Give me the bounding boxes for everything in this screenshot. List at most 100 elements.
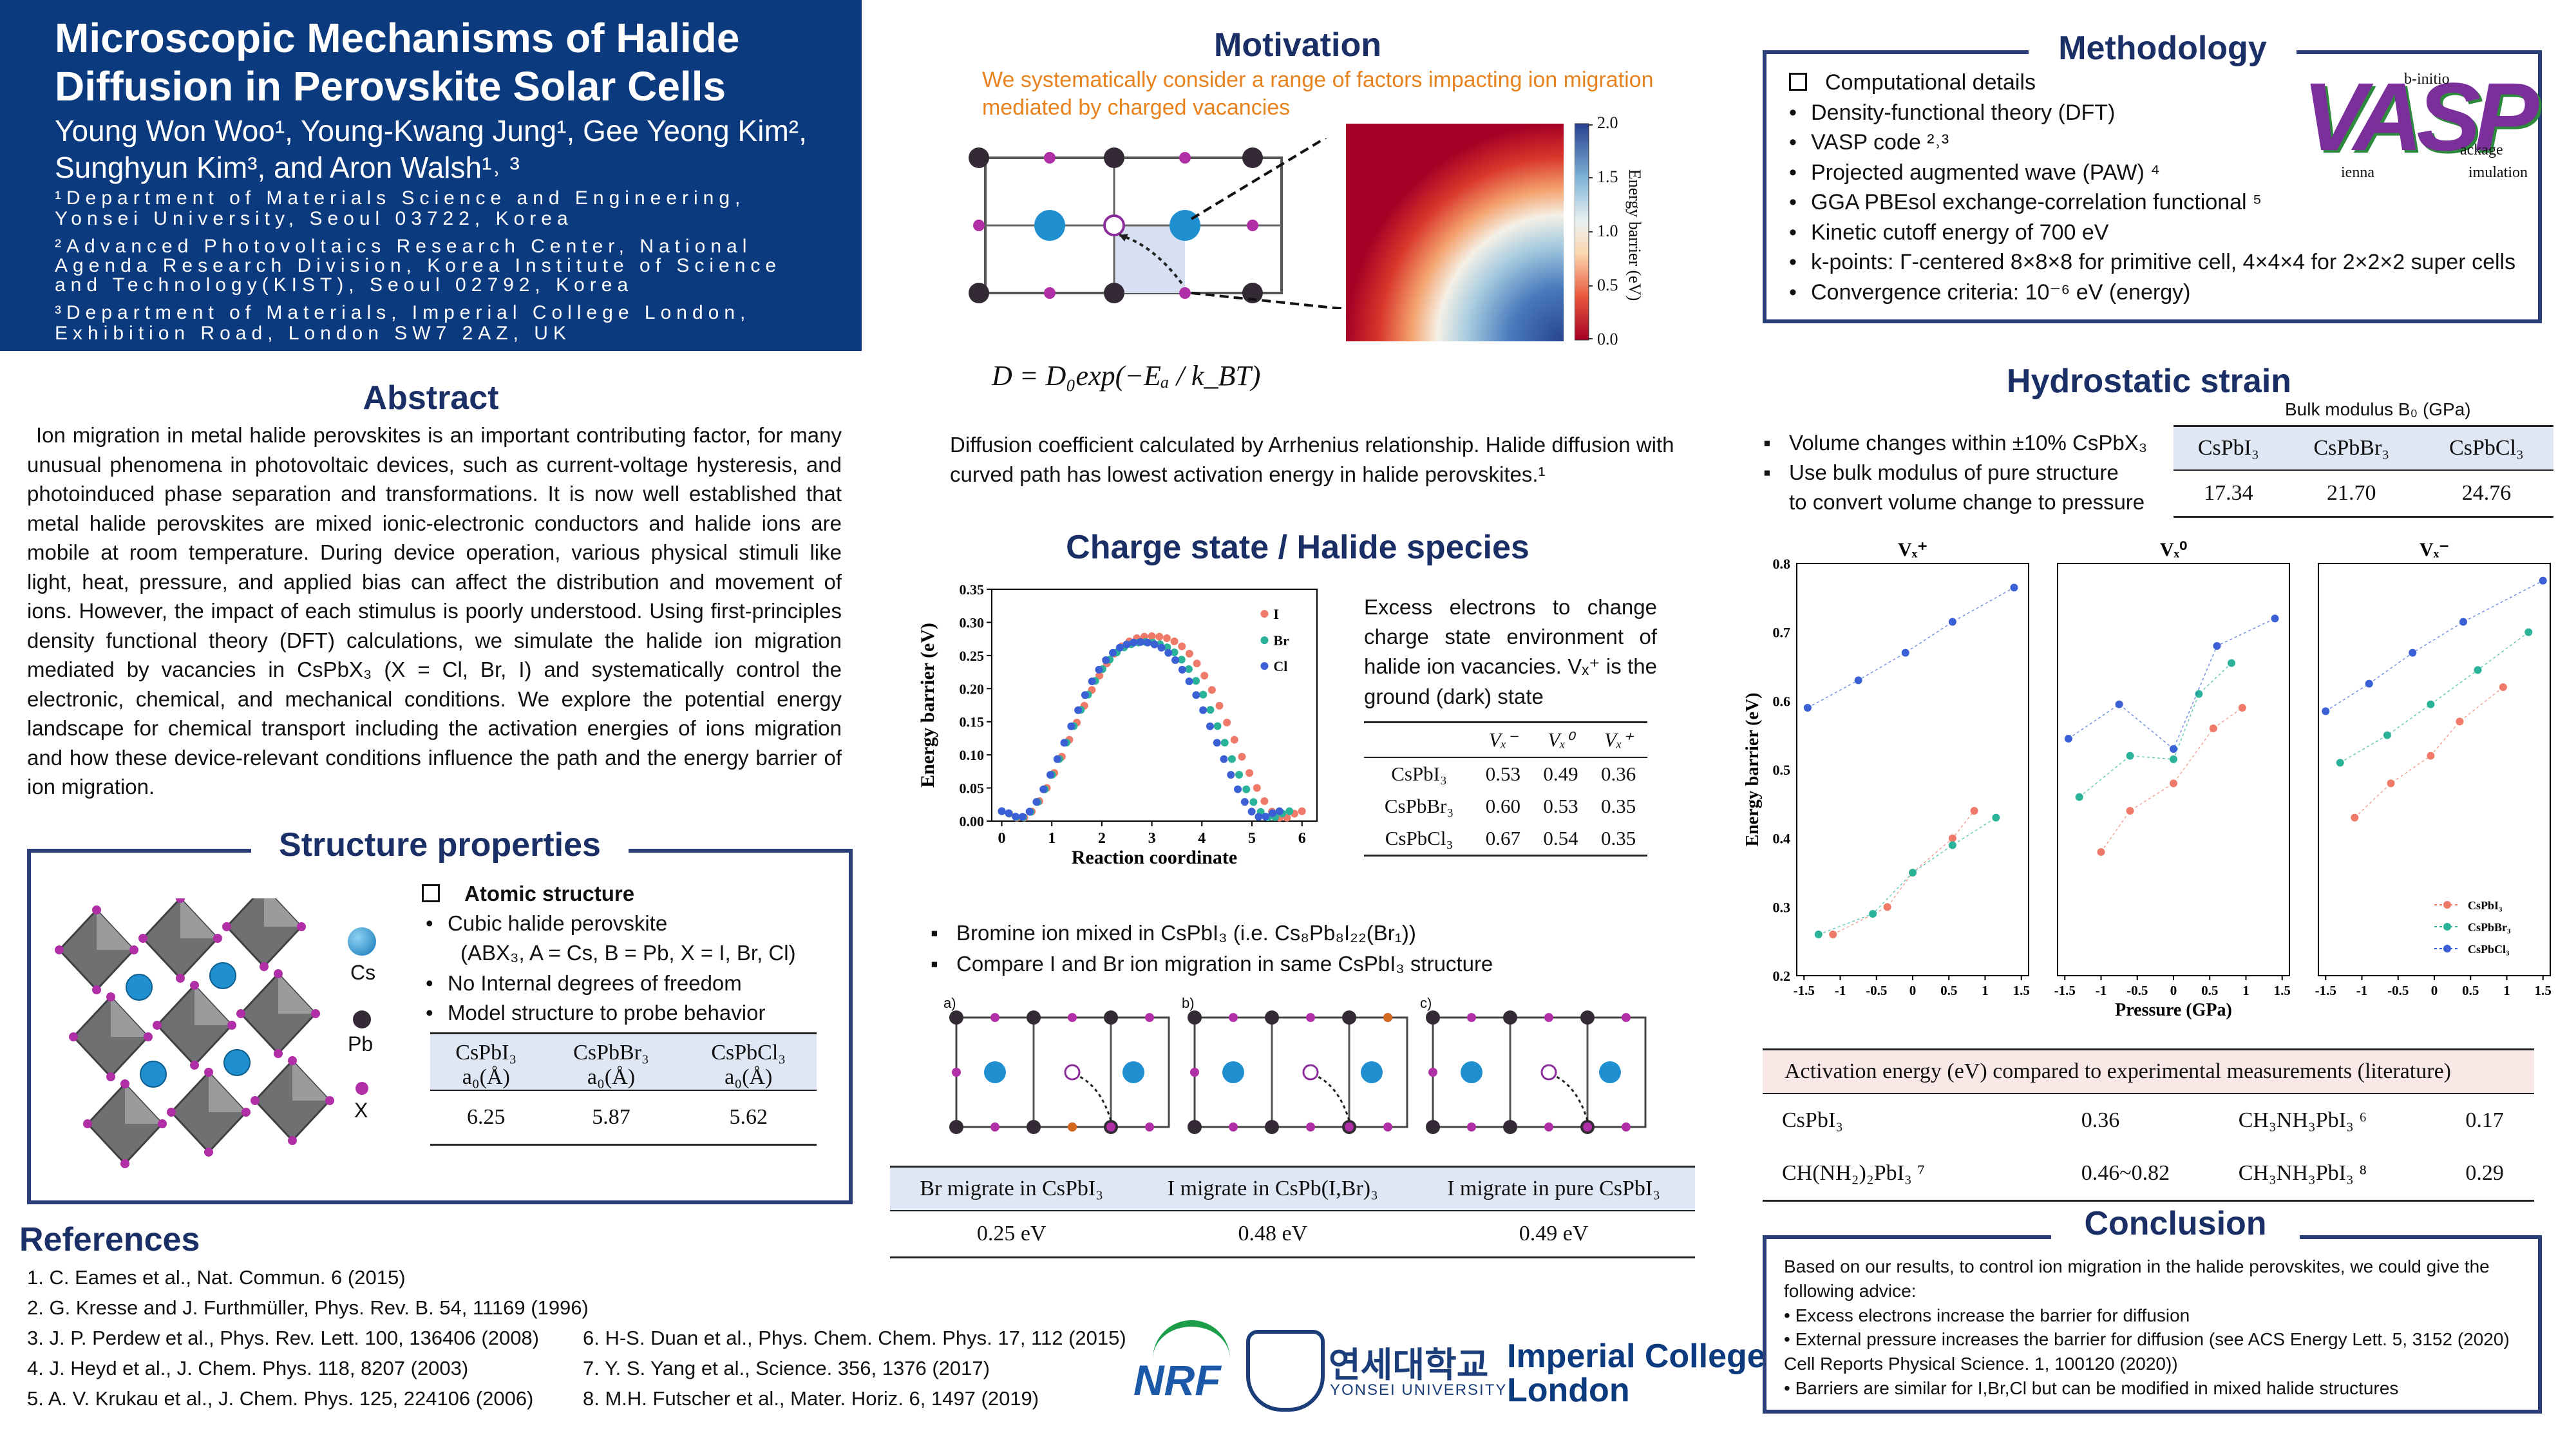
conclusion-bullet: • Excess electrons increase the barrier … — [1784, 1305, 2190, 1325]
y-tick-label: 0.05 — [960, 781, 985, 797]
strain-bullets: Volume changes within ±10% CsPbX₃ Use bu… — [1763, 428, 2147, 518]
data-point-i — [1162, 634, 1171, 643]
pb-atom — [1265, 1120, 1279, 1134]
series-line — [2100, 707, 2243, 853]
data-point-i — [1178, 642, 1186, 650]
data-point-cl — [1206, 722, 1214, 730]
halide-atom — [1306, 1013, 1315, 1022]
lattice-col-i: CsPbI₃ a₀(Å) — [455, 1041, 517, 1089]
pressure-chart: 0.2 0.3 0.4 0.5 0.6 0.7 0.8 Energy barrier (eV)… — [1743, 539, 2552, 1020]
halide-atom — [227, 1021, 236, 1030]
abstract-title: Abstract — [363, 379, 499, 417]
cs-atom — [126, 974, 153, 1001]
pb-atom — [1342, 1010, 1356, 1025]
charge-table-row: CsPbCl₃ 0.67 0.54 0.35 — [1385, 827, 1636, 849]
data-point — [1803, 704, 1812, 712]
halide-atom — [92, 905, 101, 914]
data-point — [2170, 755, 2177, 763]
halide-atom — [167, 1108, 176, 1117]
halide-atom — [129, 945, 138, 954]
data-point — [1869, 910, 1877, 918]
y-axis-label: Energy barrier (eV) — [1743, 693, 1763, 847]
pb-atom — [1104, 1010, 1118, 1025]
halide-atom — [120, 1159, 129, 1168]
data-point-i — [1245, 769, 1254, 777]
data-point-cl — [1150, 640, 1159, 649]
x-tick-label: 0.5 — [2201, 983, 2218, 998]
data-point-i — [1193, 659, 1201, 668]
halide-atom — [158, 1119, 167, 1128]
checkbox-icon — [1789, 73, 1807, 91]
data-point — [2126, 752, 2134, 760]
data-point — [1909, 869, 1917, 876]
data-point — [1883, 903, 1891, 911]
x-tick-label: 1.5 — [2535, 983, 2552, 998]
legend-cs: Cs — [350, 961, 376, 984]
title-banner: Microscopic Mechanisms of Halide Diffusi… — [0, 0, 862, 351]
x-tick-label: -0.5 — [2387, 983, 2409, 998]
halide-atom — [1544, 1013, 1553, 1022]
conclusion-title: Conclusion — [2051, 1204, 2300, 1243]
data-point — [1992, 813, 2000, 822]
data-point — [2238, 704, 2246, 712]
atomic-structure-heading: Atomic structure — [422, 879, 847, 909]
data-point-cl — [1227, 771, 1235, 779]
data-point-br — [1285, 807, 1294, 815]
panel-title: Vₓ⁰ — [2160, 539, 2187, 560]
data-point — [2524, 628, 2533, 636]
activation-table-header: Activation energy (eV) compared to exper… — [1763, 1049, 2534, 1094]
method-bullet: GGA PBEsol exchange-correlation function… — [1789, 187, 2515, 218]
activation-table: Activation energy (eV) compared to exper… — [1763, 1048, 2534, 1202]
data-point — [2075, 793, 2083, 801]
mixed-bullet: Compare I and Br ion migration in same C… — [931, 949, 1493, 980]
x-tick-label: 6 — [1298, 830, 1306, 847]
data-point-br — [1242, 785, 1251, 793]
panel-label-c: c) — [1420, 995, 1432, 1011]
data-point — [2213, 642, 2221, 650]
data-point — [2365, 679, 2373, 688]
migration-table: Br migrate in CsPbI₃ I migrate in CsPb(I… — [890, 1166, 1695, 1258]
hop-arrow — [1318, 1075, 1350, 1121]
pb-atom — [1188, 1010, 1202, 1025]
method-bullet: VASP code ²˒³ — [1789, 128, 2515, 158]
data-point-cl — [1199, 706, 1208, 714]
data-point-cl — [1247, 808, 1256, 816]
halide-atom — [251, 1096, 260, 1105]
x-tick-label: 3 — [1148, 830, 1156, 847]
author-list: Young Won Woo¹, Young-Kwang Jung¹, Gee Y… — [55, 114, 807, 185]
data-point-i — [1223, 719, 1231, 727]
data-point-cl — [1095, 665, 1103, 674]
data-point-i — [1185, 649, 1193, 658]
pb-atom — [1426, 1120, 1440, 1134]
halide-atom — [138, 934, 147, 943]
cs-atom — [1361, 1061, 1383, 1083]
x-tick-label: 2 — [1098, 830, 1106, 847]
energy-barrier-heatmap — [1346, 124, 1564, 341]
halide-atom — [153, 1021, 162, 1030]
migration-panels-diagram — [949, 1010, 1647, 1134]
method-bullet: Kinetic cutoff energy of 700 eV — [1789, 218, 2515, 248]
x-tick-label: 1.5 — [2274, 983, 2291, 998]
method-bullet: k-points: Γ-centered 8×8×8 for primitive… — [1789, 247, 2515, 278]
data-point-i — [1238, 753, 1246, 761]
halide-atom — [1145, 1013, 1154, 1022]
data-point — [2170, 745, 2177, 753]
colorbar-label: Energy barrier (eV) — [1625, 169, 1644, 301]
br-atom — [1068, 1122, 1077, 1132]
data-point-cl — [1109, 649, 1117, 657]
data-point-cl — [1005, 809, 1013, 817]
halide-atom — [1190, 1068, 1199, 1077]
x-tick-label: -1.5 — [2054, 983, 2076, 998]
halide-atom — [1583, 1122, 1592, 1132]
data-point — [2064, 735, 2072, 743]
halide-atom — [325, 1096, 334, 1105]
legend-marker — [2443, 945, 2451, 952]
data-point — [2539, 576, 2547, 585]
charge-state-table: Vₓ⁻ Vₓ⁰ Vₓ⁺ CsPbI₃ 0.53 0.49 0.36 CsPbBr₃ 0.… — [1364, 721, 1647, 857]
yonsei-seal-icon — [1246, 1330, 1325, 1412]
x-tick-label: -1 — [1835, 983, 1846, 998]
data-point — [2336, 759, 2344, 767]
y-tick-label: 0.7 — [1773, 625, 1791, 641]
halide-atom — [236, 1009, 245, 1018]
data-point — [2427, 752, 2435, 760]
